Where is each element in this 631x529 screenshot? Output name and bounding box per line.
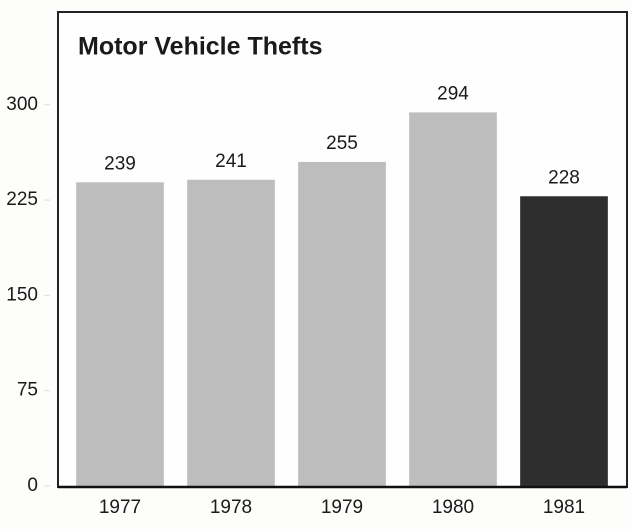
chart-title: Motor Vehicle Thefts: [78, 33, 322, 61]
data-label: 228: [548, 167, 580, 188]
y-tick-label: 75: [17, 380, 38, 401]
x-tick-label: 1979: [321, 497, 363, 518]
bar: [76, 182, 164, 486]
x-tick-label: 1978: [210, 497, 252, 518]
x-tick-label: 1977: [99, 497, 141, 518]
x-tick-label: 1980: [432, 497, 474, 518]
data-label: 255: [326, 133, 358, 154]
bar: [520, 196, 608, 486]
y-tick-label: 150: [6, 284, 38, 305]
bar: [187, 179, 275, 487]
bar: [298, 161, 386, 487]
data-label: 294: [437, 83, 469, 104]
y-tick-label: 300: [6, 94, 38, 115]
data-label: 239: [104, 153, 136, 174]
bar: [409, 112, 497, 486]
data-label: 241: [215, 151, 247, 172]
y-tick-label: 225: [6, 189, 38, 210]
y-tick-label: 0: [27, 475, 38, 496]
x-tick-label: 1981: [543, 497, 585, 518]
